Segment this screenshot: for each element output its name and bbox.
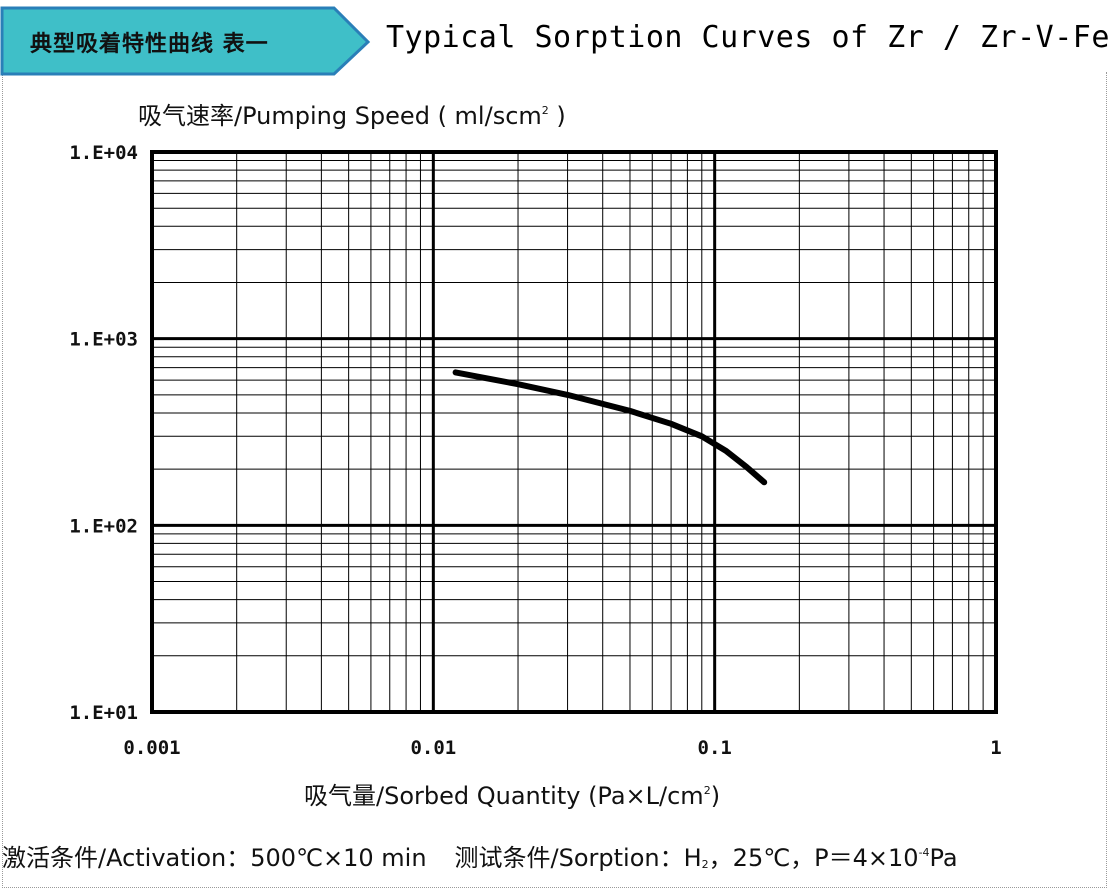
plot-border bbox=[150, 150, 998, 714]
sorption-conditions-prefix: 测试条件/Sorption：H bbox=[454, 844, 702, 872]
banner-arrow-shape bbox=[0, 6, 371, 76]
page-frame bbox=[2, 72, 1107, 888]
x-tick-label: 1 bbox=[990, 737, 1001, 759]
y-tick-label: 1.E+01 bbox=[69, 702, 138, 724]
x-tick-label: 0.01 bbox=[410, 737, 456, 759]
y-axis-label-end: ) bbox=[548, 102, 566, 130]
y-axis-label-superscript: 2 bbox=[541, 104, 549, 117]
sorption-exponent: -4 bbox=[918, 846, 930, 859]
x-axis-label-superscript: 2 bbox=[703, 784, 711, 797]
y-tick-label: 1.E+04 bbox=[69, 142, 138, 164]
sorption-conditions-mid: ，25℃，P＝4×10 bbox=[708, 844, 919, 872]
x-tick-label: 0.001 bbox=[123, 737, 180, 759]
y-axis-label-text: 吸气速率/Pumping Speed ( ml/scm bbox=[138, 102, 542, 130]
banner-text: 典型吸着特性曲线 表一 bbox=[30, 32, 269, 57]
test-conditions: 激活条件/Activation：500℃×10 min 测试条件/Sorption… bbox=[2, 838, 958, 873]
x-axis-label-text: 吸气量/Sorbed Quantity (Pa×L/cm bbox=[304, 782, 704, 810]
title-banner: 典型吸着特性曲线 表一 bbox=[0, 4, 372, 76]
y-axis-label: 吸气速率/Pumping Speed ( ml/scm2 ) bbox=[138, 96, 566, 131]
y-tick-label: 1.E+02 bbox=[69, 515, 138, 537]
sorption-curve bbox=[452, 369, 768, 486]
sorption-h2-subscript: 2 bbox=[701, 858, 709, 871]
x-tick-label: 0.1 bbox=[698, 737, 732, 759]
sorption-unit: Pa bbox=[929, 844, 958, 872]
x-axis-label: 吸气量/Sorbed Quantity (Pa×L/cm2) bbox=[304, 776, 720, 811]
y-tick-label: 1.E+03 bbox=[69, 329, 138, 351]
activation-conditions: 激活条件/Activation：500℃×10 min bbox=[2, 844, 427, 872]
x-axis-label-end: ) bbox=[710, 782, 721, 810]
chart-title: Typical Sorption Curves of Zr / Zr-V-Fe bbox=[386, 20, 1108, 55]
